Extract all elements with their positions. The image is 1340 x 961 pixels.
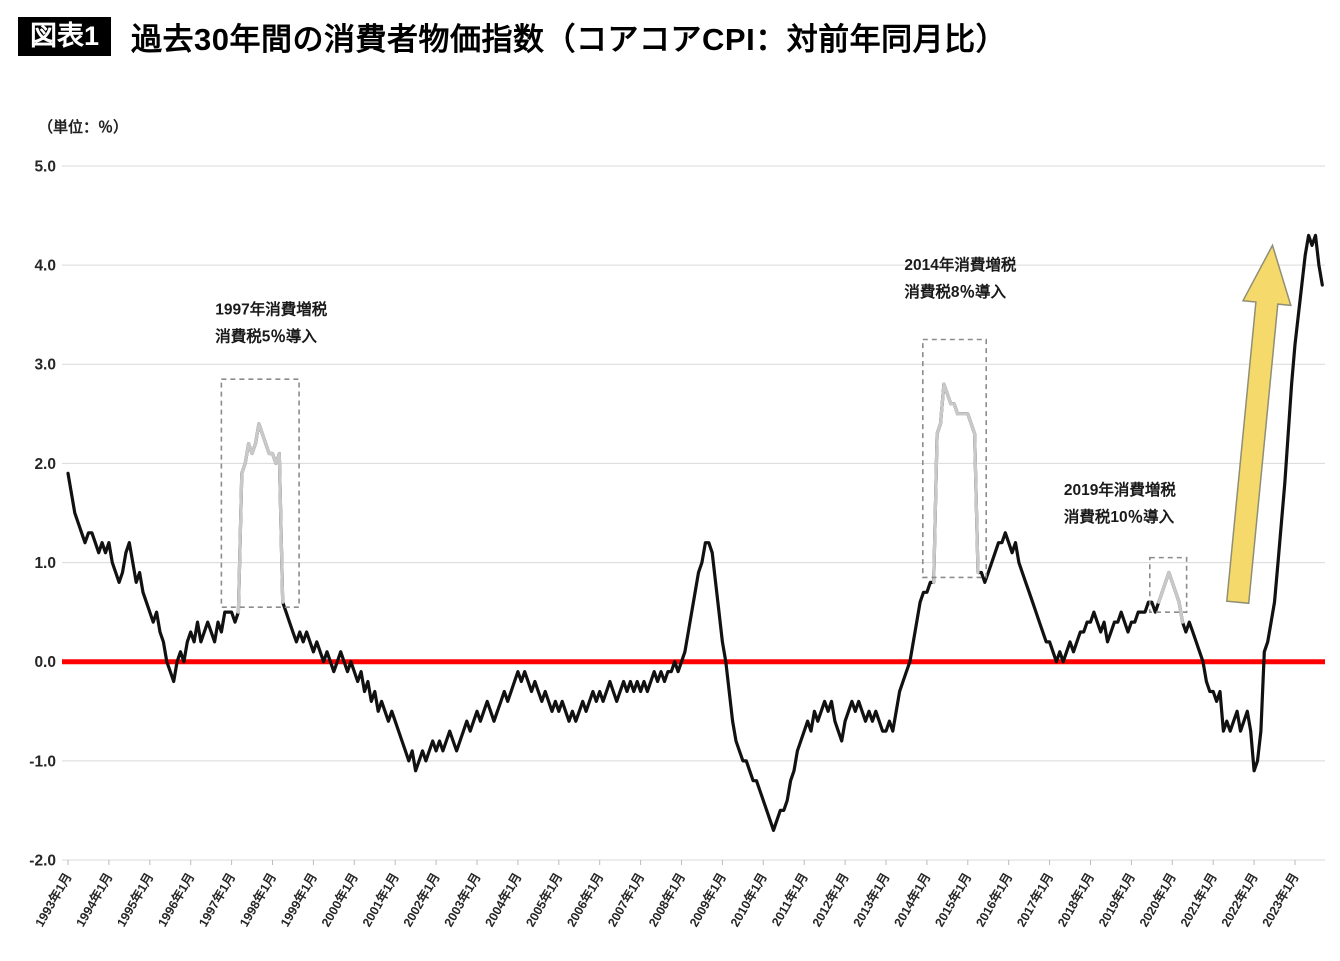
svg-text:1996年1月: 1996年1月 — [154, 870, 197, 929]
tax-period-segment — [1157, 570, 1185, 624]
svg-text:2002年1月: 2002年1月 — [400, 870, 443, 929]
page-title: 過去30年間の消費者物価指数（コアコアCPI：対前年同月比） — [131, 22, 1008, 57]
svg-text:1999年1月: 1999年1月 — [277, 870, 320, 929]
svg-text:消費税10％導入: 消費税10％導入 — [1064, 507, 1175, 526]
svg-text:1.0: 1.0 — [34, 555, 56, 572]
svg-text:2013年1月: 2013年1月 — [850, 870, 893, 929]
svg-text:1997年1月: 1997年1月 — [195, 870, 238, 929]
svg-text:2.0: 2.0 — [34, 456, 56, 473]
cpi-series-line — [66, 233, 1324, 832]
tax-highlight-box — [1149, 556, 1188, 613]
svg-text:消費税8％導入: 消費税8％導入 — [904, 282, 1006, 301]
svg-text:2023年1月: 2023年1月 — [1259, 870, 1302, 929]
svg-text:2020年1月: 2020年1月 — [1136, 870, 1179, 929]
svg-text:3.0: 3.0 — [34, 357, 56, 374]
svg-text:2007年1月: 2007年1月 — [604, 870, 647, 929]
svg-text:1998年1月: 1998年1月 — [236, 870, 279, 929]
svg-text:2000年1月: 2000年1月 — [318, 870, 361, 929]
tax-period-segment — [932, 382, 980, 584]
svg-text:2004年1月: 2004年1月 — [482, 870, 525, 929]
tax-highlight-box — [220, 378, 300, 608]
svg-text:2006年1月: 2006年1月 — [563, 870, 606, 929]
svg-text:2011年1月: 2011年1月 — [768, 870, 811, 929]
svg-text:1993年1月: 1993年1月 — [32, 870, 75, 929]
svg-text:2005年1月: 2005年1月 — [523, 870, 566, 929]
svg-text:1995年1月: 1995年1月 — [114, 870, 157, 929]
svg-text:2019年消費増税: 2019年消費増税 — [1064, 480, 1176, 499]
svg-text:2016年1月: 2016年1月 — [972, 870, 1015, 929]
svg-text:4.0: 4.0 — [34, 258, 56, 275]
surge-arrow — [1225, 243, 1292, 605]
svg-text:2015年1月: 2015年1月 — [932, 870, 975, 929]
svg-text:2010年1月: 2010年1月 — [727, 870, 770, 929]
svg-text:2019年1月: 2019年1月 — [1095, 870, 1138, 929]
svg-text:1997年消費増税: 1997年消費増税 — [215, 300, 327, 319]
unit-label: （単位：％） — [38, 119, 129, 136]
svg-text:2014年消費増税: 2014年消費増税 — [904, 255, 1016, 274]
svg-text:1994年1月: 1994年1月 — [73, 870, 116, 929]
svg-text:2003年1月: 2003年1月 — [441, 870, 484, 929]
svg-text:2018年1月: 2018年1月 — [1054, 870, 1097, 929]
svg-text:2001年1月: 2001年1月 — [359, 870, 402, 929]
figure-header: 図表1 過去30年間の消費者物価指数（コアコアCPI：対前年同月比） — [18, 14, 1007, 59]
tax-period-segment — [236, 422, 285, 614]
svg-text:2021年1月: 2021年1月 — [1177, 870, 1220, 929]
svg-text:2008年1月: 2008年1月 — [645, 870, 688, 929]
svg-text:5.0: 5.0 — [34, 158, 56, 175]
svg-text:2014年1月: 2014年1月 — [891, 870, 934, 929]
svg-text:2009年1月: 2009年1月 — [686, 870, 729, 929]
figure-tag: 図表1 — [18, 17, 112, 56]
svg-text:2012年1月: 2012年1月 — [809, 870, 852, 929]
svg-text:消費税5％導入: 消費税5％導入 — [215, 327, 317, 346]
svg-text:2022年1月: 2022年1月 — [1218, 870, 1261, 929]
svg-text:0.0: 0.0 — [34, 654, 56, 671]
tax-highlight-box — [922, 338, 988, 579]
svg-text:-2.0: -2.0 — [29, 852, 56, 869]
svg-text:-1.0: -1.0 — [29, 753, 56, 770]
x-axis-labels: 1993年1月1994年1月1995年1月1996年1月1997年1月1998年… — [32, 860, 1302, 929]
y-axis-labels: 5.0 4.0 3.0 2.0 1.0 0.0 -1.0 -2.0 — [29, 158, 56, 869]
svg-text:2017年1月: 2017年1月 — [1013, 870, 1056, 929]
